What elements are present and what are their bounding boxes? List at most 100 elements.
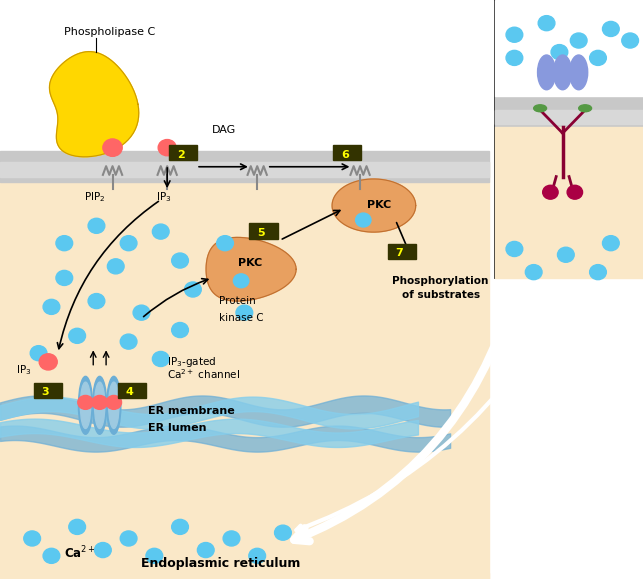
Circle shape (133, 305, 150, 320)
Text: Endoplasmic reticulum: Endoplasmic reticulum (141, 558, 301, 570)
Text: of substrates: of substrates (402, 290, 480, 300)
Circle shape (217, 236, 233, 251)
Circle shape (602, 236, 619, 251)
Circle shape (152, 351, 169, 367)
Circle shape (69, 328, 86, 343)
Text: Phospholipase C: Phospholipase C (64, 27, 156, 36)
Circle shape (602, 21, 619, 36)
Ellipse shape (78, 376, 93, 434)
Bar (0, 162, 489, 579)
Circle shape (557, 247, 574, 262)
FancyBboxPatch shape (333, 145, 361, 160)
Circle shape (56, 236, 73, 251)
Circle shape (538, 16, 555, 31)
Circle shape (106, 395, 122, 409)
Text: DAG: DAG (212, 125, 237, 135)
Bar (0, 162, 489, 177)
Text: IP$_3$: IP$_3$ (16, 364, 32, 378)
Circle shape (104, 140, 122, 156)
Circle shape (56, 270, 73, 285)
FancyBboxPatch shape (118, 383, 146, 398)
Polygon shape (50, 52, 139, 157)
Circle shape (146, 548, 163, 563)
Circle shape (172, 519, 188, 534)
Circle shape (275, 525, 291, 540)
Circle shape (543, 185, 558, 199)
Circle shape (158, 140, 176, 156)
Bar (495, 110, 643, 124)
Text: Protein: Protein (219, 296, 255, 306)
Text: 7: 7 (395, 248, 403, 258)
FancyBboxPatch shape (249, 223, 278, 239)
Ellipse shape (579, 105, 592, 112)
Circle shape (525, 265, 542, 280)
Bar (495, 0, 643, 278)
Text: 2: 2 (177, 150, 185, 160)
Text: IP$_3$-gated: IP$_3$-gated (167, 355, 217, 369)
Ellipse shape (538, 55, 556, 90)
Bar (495, 96, 643, 127)
FancyBboxPatch shape (388, 244, 416, 259)
Ellipse shape (534, 105, 547, 112)
Circle shape (172, 253, 188, 268)
Circle shape (551, 45, 568, 60)
Ellipse shape (554, 55, 572, 90)
Circle shape (103, 139, 122, 156)
Circle shape (506, 241, 523, 256)
Text: ER membrane: ER membrane (148, 406, 235, 416)
Text: Phosphorylation: Phosphorylation (392, 276, 489, 285)
Circle shape (88, 218, 105, 233)
Text: 6: 6 (341, 150, 349, 160)
Text: 4: 4 (125, 387, 133, 397)
Ellipse shape (570, 55, 588, 90)
Circle shape (78, 395, 93, 409)
Circle shape (39, 354, 57, 370)
Circle shape (197, 543, 214, 558)
Circle shape (236, 305, 253, 320)
Circle shape (622, 33, 638, 48)
Bar (495, 0, 643, 96)
Text: IP$_3$: IP$_3$ (156, 190, 172, 204)
Text: 3: 3 (42, 387, 50, 397)
Bar (495, 127, 643, 278)
Circle shape (356, 213, 371, 227)
Ellipse shape (93, 376, 107, 434)
Text: Ca$^{2+}$: Ca$^{2+}$ (64, 545, 96, 562)
Bar (0, 573, 489, 579)
Text: PKC: PKC (238, 258, 262, 268)
Circle shape (30, 346, 47, 361)
Circle shape (69, 519, 86, 534)
Circle shape (506, 50, 523, 65)
Text: PIP$_2$: PIP$_2$ (84, 190, 105, 204)
Circle shape (567, 185, 583, 199)
Text: Ca$^{2+}$ channel: Ca$^{2+}$ channel (167, 368, 240, 381)
Text: 5: 5 (257, 228, 265, 238)
Circle shape (223, 531, 240, 546)
Bar (0, 0, 489, 162)
Circle shape (120, 236, 137, 251)
Circle shape (233, 274, 249, 288)
Circle shape (506, 27, 523, 42)
Circle shape (570, 33, 587, 48)
FancyBboxPatch shape (34, 383, 62, 398)
Circle shape (590, 50, 606, 65)
Circle shape (92, 395, 107, 409)
Bar (0, 151, 489, 182)
Circle shape (43, 299, 60, 314)
Circle shape (152, 224, 169, 239)
Polygon shape (332, 179, 415, 232)
Text: ER lumen: ER lumen (148, 423, 206, 433)
Ellipse shape (109, 382, 119, 428)
Ellipse shape (107, 376, 121, 434)
Circle shape (120, 334, 137, 349)
Circle shape (172, 323, 188, 338)
Circle shape (88, 294, 105, 309)
Circle shape (107, 259, 124, 274)
Circle shape (590, 265, 606, 280)
Text: PKC: PKC (367, 200, 391, 210)
Ellipse shape (80, 382, 91, 428)
Circle shape (185, 282, 201, 297)
Circle shape (249, 548, 266, 563)
Text: kinase C: kinase C (219, 313, 263, 323)
Circle shape (95, 543, 111, 558)
